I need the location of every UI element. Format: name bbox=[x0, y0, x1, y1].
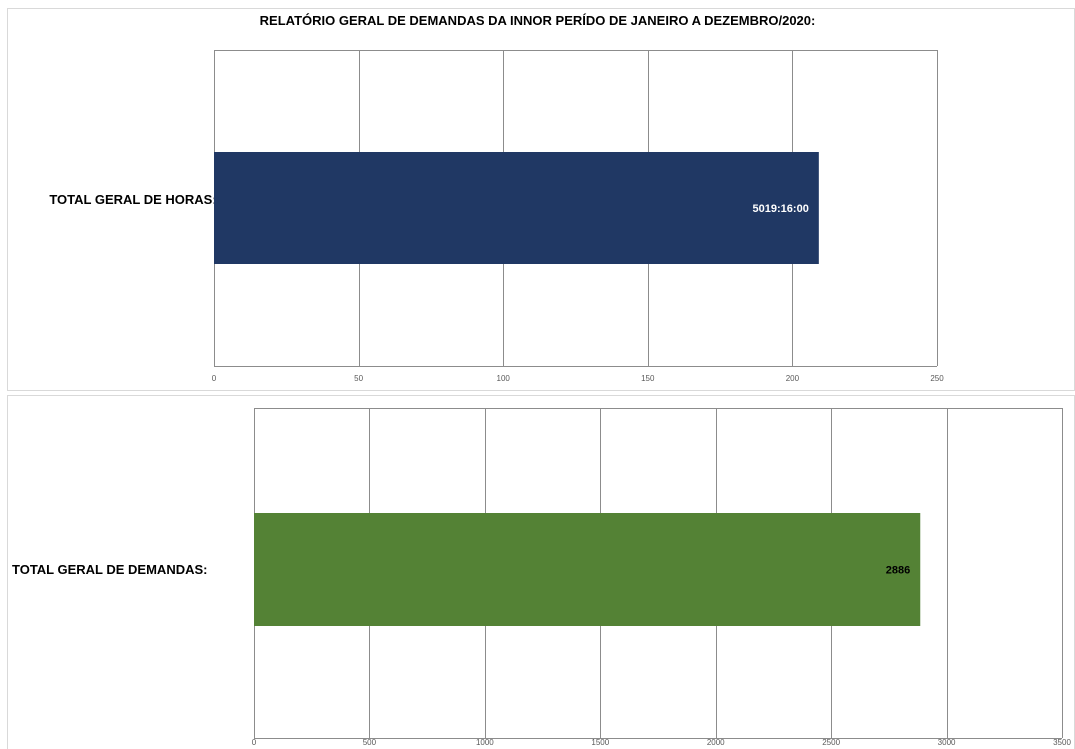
demands-tick-label: 3000 bbox=[938, 738, 956, 747]
category-label-hours: TOTAL GERAL DE HORAS: bbox=[49, 192, 217, 207]
hours-tick-label: 250 bbox=[930, 374, 944, 383]
hours-tick-label: 50 bbox=[354, 374, 363, 383]
chart-title: RELATÓRIO GERAL DE DEMANDAS DA INNOR PER… bbox=[259, 13, 816, 28]
demands-tick-label: 1500 bbox=[591, 738, 609, 747]
demands-bar bbox=[254, 513, 921, 626]
hours-tick-label: 200 bbox=[786, 374, 800, 383]
demands-tick-label: 2000 bbox=[707, 738, 725, 747]
category-label-demands: TOTAL GERAL DE DEMANDAS: bbox=[12, 562, 208, 577]
demands-tick-label: 3500 bbox=[1053, 738, 1071, 747]
demands-tick-label: 500 bbox=[363, 738, 377, 747]
hours-tick-label: 0 bbox=[212, 374, 217, 383]
hours-tick-label: 100 bbox=[497, 374, 511, 383]
demands-tick-label: 0 bbox=[252, 738, 257, 747]
demands-data-label: 2886 bbox=[886, 565, 910, 577]
demands-tick-label: 1000 bbox=[476, 738, 494, 747]
demands-tick-label: 2500 bbox=[822, 738, 840, 747]
hours-bar bbox=[214, 152, 819, 264]
hours-tick-label: 150 bbox=[641, 374, 655, 383]
hours-data-label: 5019:16:00 bbox=[753, 203, 809, 215]
